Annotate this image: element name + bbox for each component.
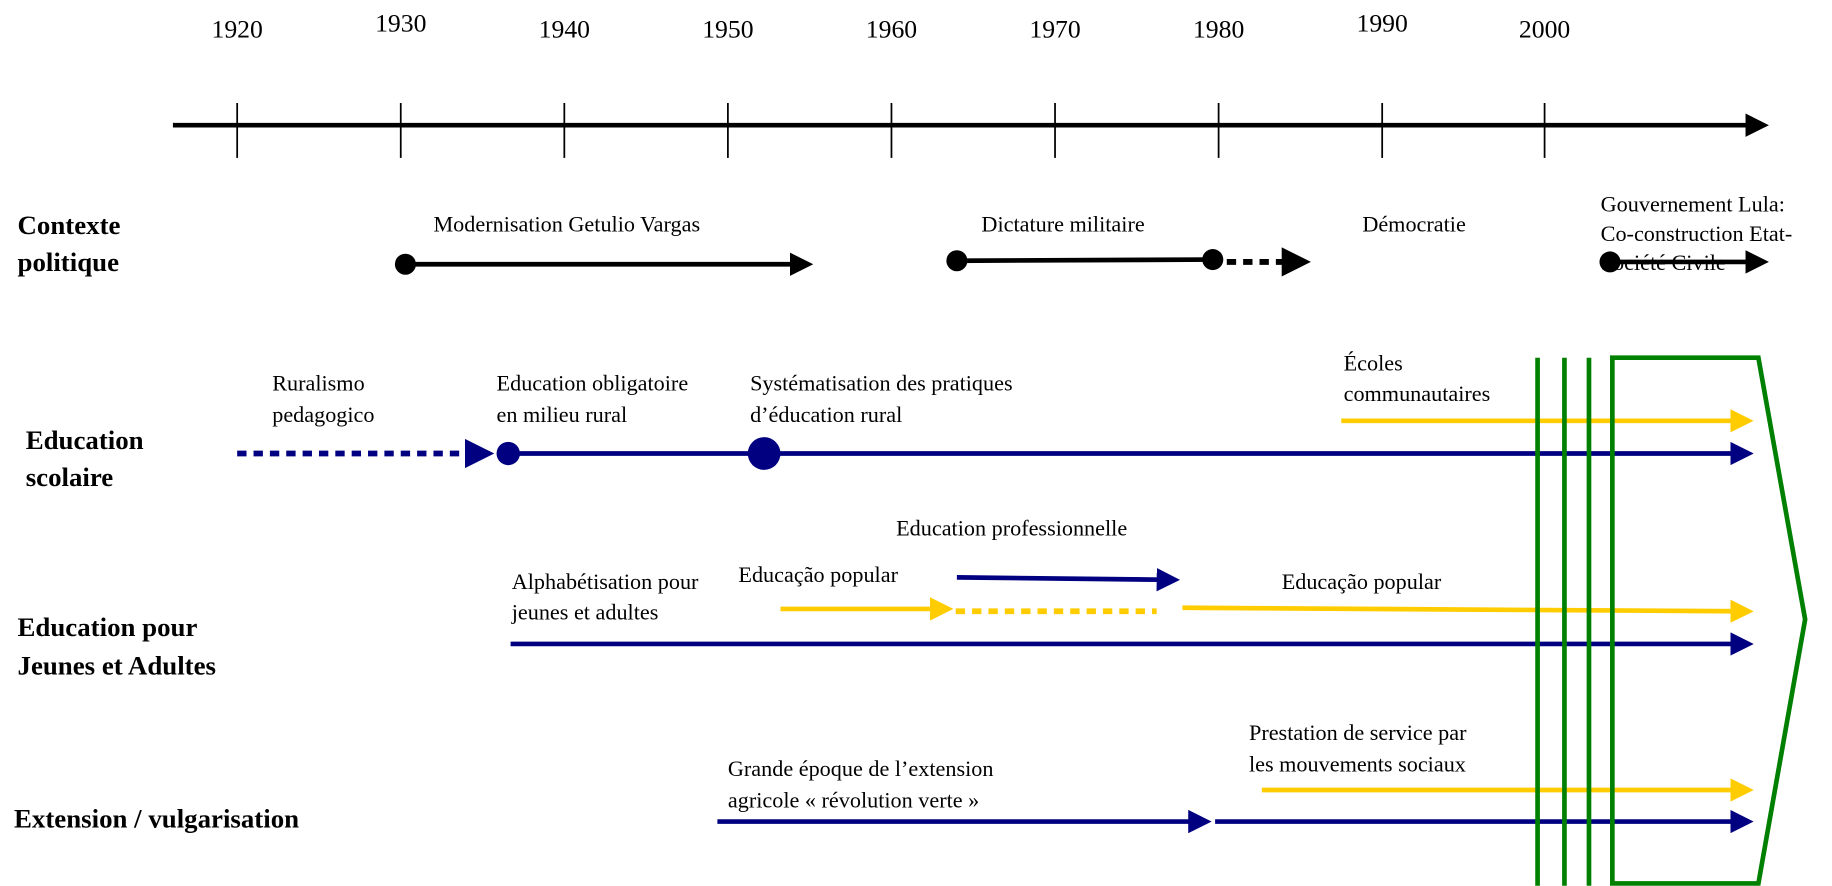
year-label: 2000 [1519, 15, 1570, 44]
text-line: les mouvements sociaux [1249, 751, 1466, 776]
text-line: scolaire [26, 462, 114, 492]
label: Prestation de service par les mouvements … [1249, 720, 1467, 777]
text-line: Educação popular [738, 562, 898, 587]
text-line: Systématisation des pratiques [750, 370, 1013, 395]
text-line: d’éducation rural [750, 402, 902, 427]
text-line: communautaires [1344, 381, 1491, 406]
row-title: Education scolaire [26, 425, 144, 492]
row-title: Extension / vulgarisation [14, 803, 299, 833]
text-line: Educação popular [1282, 569, 1442, 594]
text-line: Gouvernement Lula: [1601, 192, 1785, 217]
text-line: Education pour [18, 612, 198, 642]
label: Grande époque de l’extension agricole « r… [728, 756, 994, 813]
text-line: Jeunes et Adultes [18, 650, 216, 680]
text-line: Education [26, 425, 144, 455]
text-line: pedagogico [272, 402, 374, 427]
year-label: 1980 [1193, 15, 1244, 44]
green-frame [1535, 355, 1808, 886]
text-line: agricole « révolution verte » [728, 788, 979, 813]
text-line: Grande époque de l’extension [728, 756, 994, 781]
label: Démocratie [1362, 212, 1466, 237]
label: Dictature militaire [981, 212, 1144, 237]
text-line: politique [18, 247, 120, 277]
year-label: 1990 [1356, 9, 1407, 38]
text-line: Co-construction Etat- [1601, 221, 1793, 246]
text-line: en milieu rural [497, 402, 628, 427]
text-line: Démocratie [1362, 212, 1466, 237]
year-label: 1920 [211, 15, 262, 44]
text-line: Alphabétisation pour [512, 569, 699, 594]
label: Educação popular [738, 562, 898, 587]
political-arrows [394, 247, 1769, 277]
year-ticks: 1920 1930 1940 1950 1960 1970 1980 1990 2000 [211, 9, 1570, 158]
label: Alphabétisation pour jeunes et adultes [511, 569, 699, 624]
label: Education professionnelle [896, 515, 1127, 540]
label: Ruralismo pedagogico [272, 370, 374, 427]
text-line: Ruralismo [272, 370, 364, 395]
adult-arrows [510, 567, 1754, 656]
extension-arrows [717, 778, 1754, 834]
text-line: Contexte [18, 210, 121, 240]
labels: Modernisation Getulio Vargas Dictature m… [272, 192, 1792, 813]
row-title: Education pour Jeunes et Adultes [18, 612, 216, 681]
text-line: Education obligatoire [497, 370, 689, 395]
year-label: 1950 [702, 15, 753, 44]
text-line: Extension / vulgarisation [14, 803, 299, 833]
year-label: 1930 [375, 9, 426, 38]
text-line: Modernisation Getulio Vargas [433, 212, 700, 237]
label: Educação popular [1282, 569, 1442, 594]
text-line: Prestation de service par [1249, 720, 1467, 745]
text-line: Dictature militaire [981, 212, 1144, 237]
label: Gouvernement Lula: Co-construction Etat-S… [1601, 192, 1793, 275]
year-label: 1960 [866, 15, 917, 44]
text-line: Écoles [1344, 351, 1403, 376]
school-arrows [237, 409, 1754, 470]
year-label: 1970 [1029, 15, 1080, 44]
label: Modernisation Getulio Vargas [433, 212, 700, 237]
text-line: Education professionnelle [896, 515, 1127, 540]
label: Education obligatoire en milieu rural [497, 370, 689, 427]
row-title: Contexte politique [18, 210, 121, 277]
year-label: 1940 [539, 15, 590, 44]
label: Systématisation des pratiques d’éducation… [750, 370, 1013, 427]
label: Écoles communautaires [1344, 351, 1491, 406]
text-line: jeunes et adultes [511, 599, 659, 624]
